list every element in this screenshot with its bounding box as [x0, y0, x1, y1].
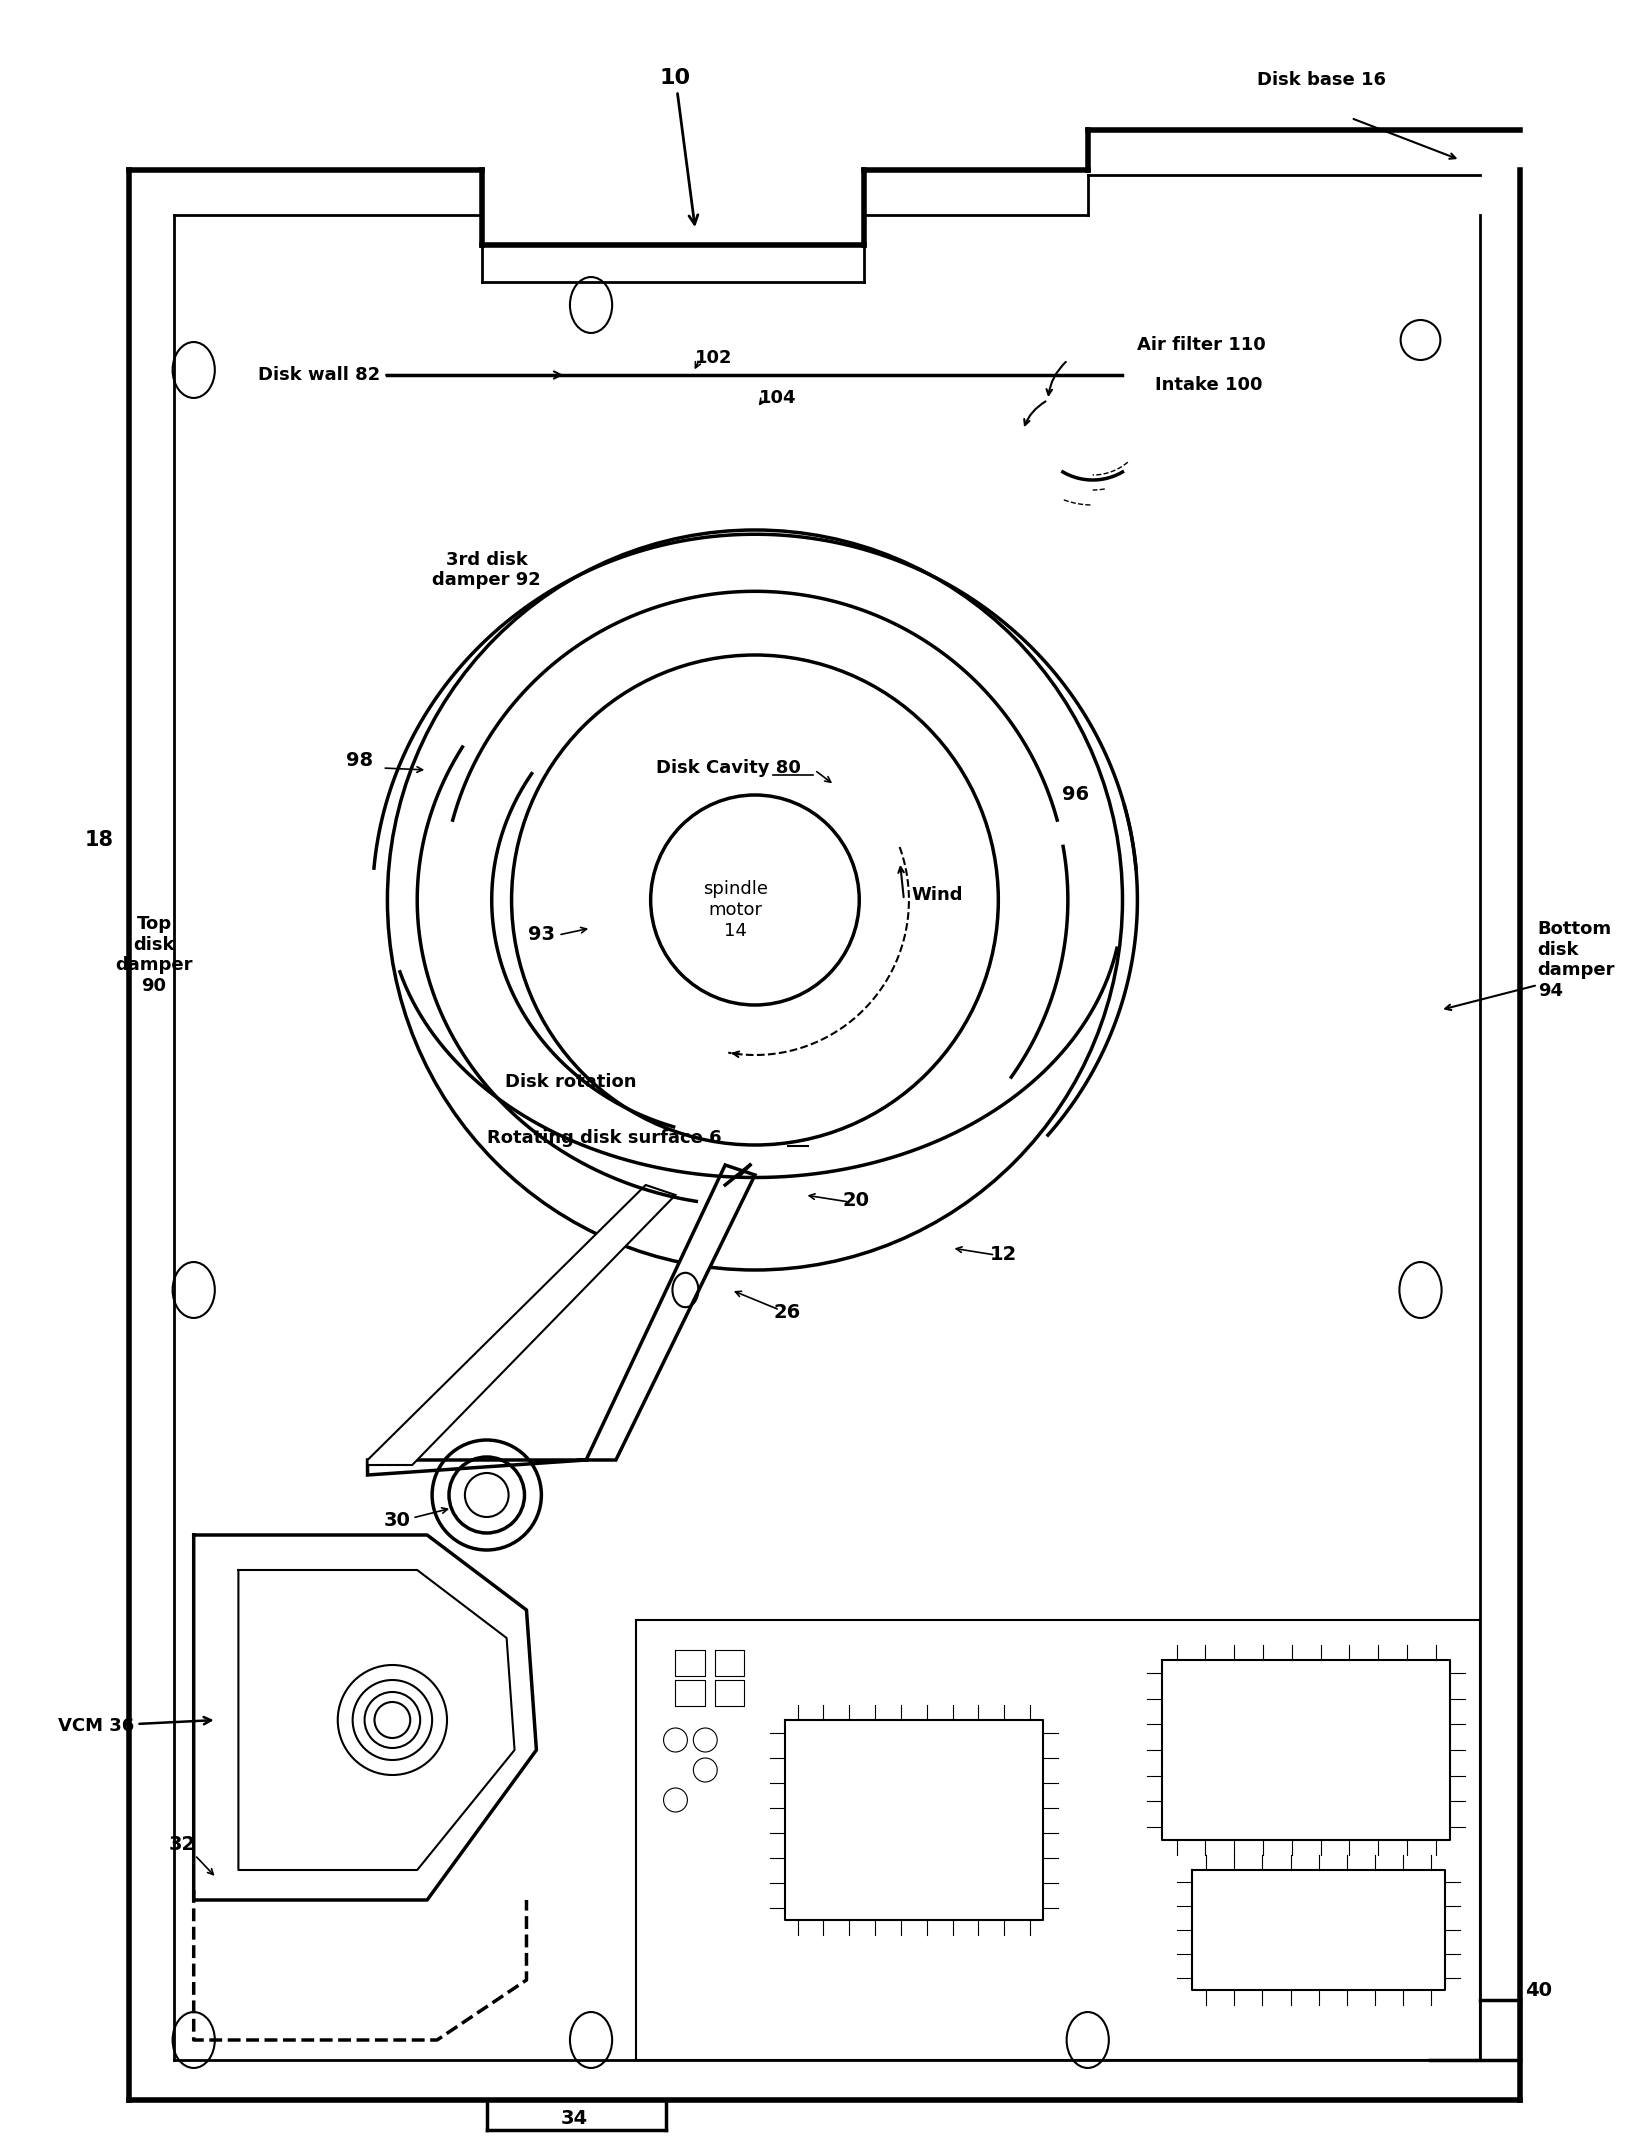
- Text: 18: 18: [85, 830, 114, 850]
- Text: Rotating disk surface 6: Rotating disk surface 6: [487, 1129, 721, 1146]
- Text: 102: 102: [696, 348, 734, 368]
- Text: 3rd disk
damper 92: 3rd disk damper 92: [433, 551, 541, 589]
- Text: 96: 96: [1062, 785, 1090, 804]
- Text: 26: 26: [773, 1304, 801, 1323]
- Text: 98: 98: [346, 751, 373, 770]
- Text: Intake 100: Intake 100: [1155, 376, 1263, 394]
- Text: Disk base 16: Disk base 16: [1257, 71, 1386, 88]
- Text: 104: 104: [758, 389, 796, 407]
- Text: 20: 20: [843, 1190, 869, 1209]
- Text: Disk rotation: Disk rotation: [505, 1073, 637, 1091]
- Text: Disk wall 82: Disk wall 82: [258, 366, 560, 385]
- Text: Wind: Wind: [912, 886, 964, 903]
- Text: Bottom
disk
damper
94: Bottom disk damper 94: [1538, 921, 1616, 1000]
- Text: 93: 93: [528, 925, 556, 944]
- Text: 34: 34: [560, 2108, 588, 2127]
- Text: spindle
motor
14: spindle motor 14: [703, 880, 768, 940]
- Text: 32: 32: [168, 1835, 196, 1854]
- Text: 30: 30: [384, 1510, 410, 1529]
- Text: 40: 40: [1525, 1981, 1552, 2000]
- Text: Top
disk
damper
90: Top disk damper 90: [116, 914, 193, 996]
- Text: VCM 36: VCM 36: [57, 1716, 211, 1736]
- Text: Disk Cavity 80: Disk Cavity 80: [655, 759, 801, 777]
- Text: Air filter 110: Air filter 110: [1137, 336, 1266, 355]
- Polygon shape: [368, 1185, 675, 1465]
- Polygon shape: [368, 1166, 755, 1476]
- Text: 10: 10: [660, 69, 698, 224]
- Text: 12: 12: [990, 1245, 1016, 1265]
